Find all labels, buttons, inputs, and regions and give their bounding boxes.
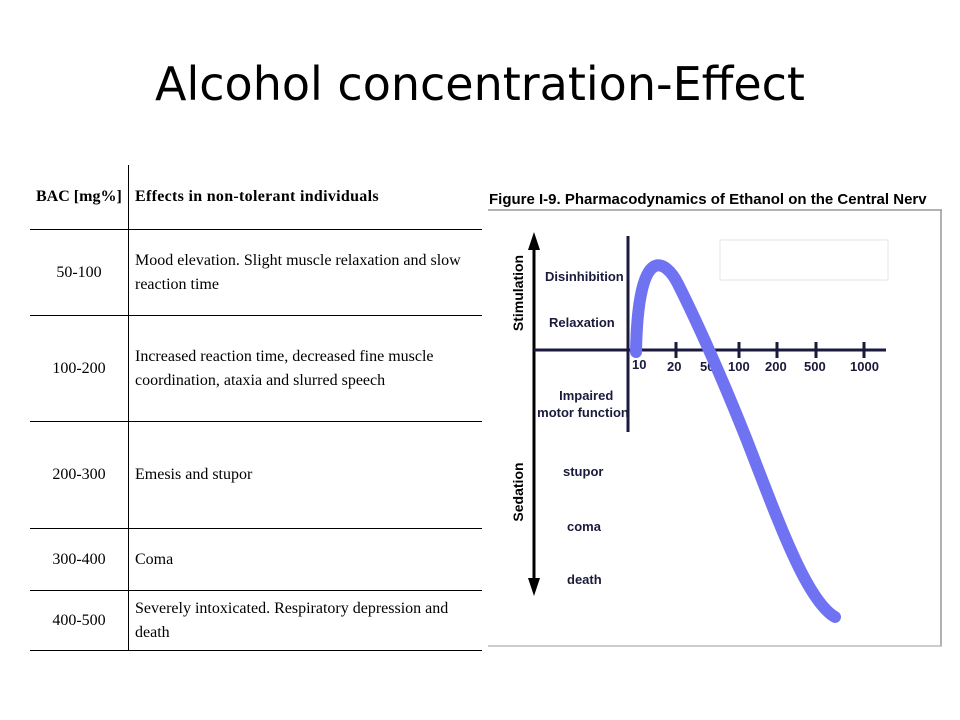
effect-label-disinhibition: Disinhibition [545, 269, 624, 284]
effect-label-relaxation: Relaxation [549, 315, 615, 330]
x-tick-label: 20 [667, 359, 681, 374]
pharmacodynamics-figure: Figure I-9. Pharmacodynamics of Ethanol … [488, 180, 944, 648]
effect-label-impaired: Impaired motor function [537, 388, 629, 420]
x-tick-label: 200 [765, 359, 787, 374]
effect-label-death: death [567, 572, 602, 587]
effect-label-coma: coma [567, 519, 602, 534]
arrow-head-up [528, 232, 540, 250]
bac-cell: 300-400 [30, 528, 129, 591]
effect-cell: Mood elevation. Slight muscle relaxation… [128, 229, 482, 316]
bac-effects-table: BAC [mg%] Effects in non-tolerant indivi… [30, 165, 482, 651]
bac-cell: 200-300 [30, 421, 129, 529]
header-effects: Effects in non-tolerant individuals [128, 165, 482, 230]
table-row: 50-100 Mood elevation. Slight muscle rel… [30, 229, 482, 316]
effect-cell: Severely intoxicated. Respiratory depres… [128, 590, 482, 651]
slide-title: Alcohol concentration-Effect [155, 57, 805, 111]
effect-cell: Coma [128, 528, 482, 591]
stimulation-label: Stimulation [510, 255, 526, 331]
effect-cell: Increased reaction time, decreased fine … [128, 315, 482, 422]
x-tick-label: 10 [632, 357, 646, 372]
x-tick-label: 100 [728, 359, 750, 374]
bac-cell: 400-500 [30, 590, 129, 651]
x-tick-label: 1000 [850, 359, 879, 374]
table-row: 300-400 Coma [30, 528, 482, 591]
effect-curve [630, 259, 841, 623]
x-tick-label: 500 [804, 359, 826, 374]
blank-box [719, 239, 889, 281]
table-header-row: BAC [mg%] Effects in non-tolerant indivi… [30, 165, 482, 230]
header-bac: BAC [mg%] [30, 165, 129, 230]
arrow-head-down [528, 578, 540, 596]
effect-cell: Emesis and stupor [128, 421, 482, 529]
sedation-label: Sedation [510, 462, 526, 521]
table-row: 100-200 Increased reaction time, decreas… [30, 315, 482, 422]
table-row: 200-300 Emesis and stupor [30, 421, 482, 529]
bac-cell: 50-100 [30, 229, 129, 316]
bac-cell: 100-200 [30, 315, 129, 422]
table-row: 400-500 Severely intoxicated. Respirator… [30, 590, 482, 651]
effect-label-stupor: stupor [563, 464, 603, 479]
figure-caption: Figure I-9. Pharmacodynamics of Ethanol … [489, 191, 927, 208]
